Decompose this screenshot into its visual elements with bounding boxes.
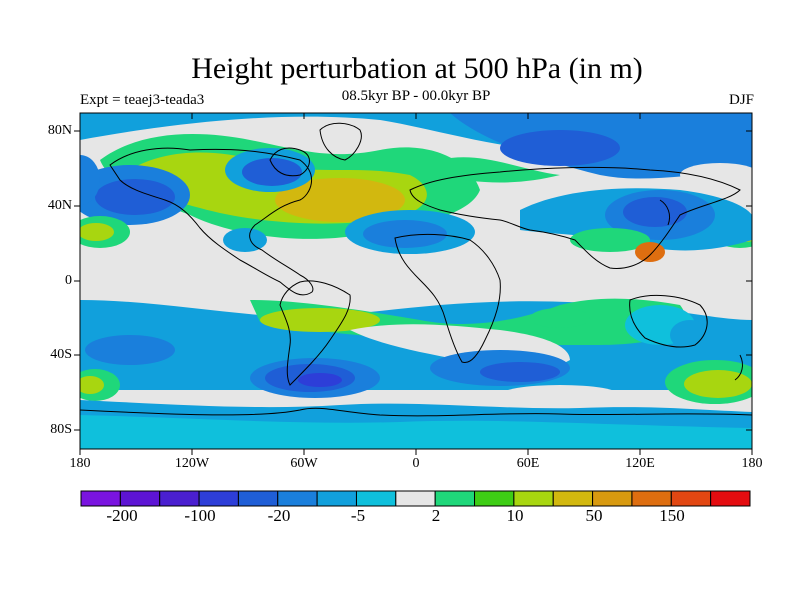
lon-label-60w: 60W <box>290 456 318 471</box>
colorbar-swatch <box>198 490 239 507</box>
colorbar-label: -20 <box>267 506 291 525</box>
colorbar-label: 150 <box>659 506 685 525</box>
colorbar-swatch <box>434 490 476 507</box>
colorbar-swatch <box>237 490 279 507</box>
season-label: DJF <box>728 92 754 108</box>
lon-label-0: 0 <box>412 456 420 471</box>
contour-field <box>80 113 752 449</box>
colorbar-label: -5 <box>350 506 366 525</box>
colorbar-label: 2 <box>431 506 441 525</box>
lat-label-80s: 80S <box>50 422 72 437</box>
colorbar-label: -200 <box>106 506 138 525</box>
colorbar-swatch <box>710 490 751 507</box>
experiment-label: Expt = teaej3-teada3 <box>80 92 205 108</box>
colorbar-label: -100 <box>184 506 216 525</box>
colorbar-swatch <box>159 490 200 507</box>
colorbar-swatch <box>80 490 121 507</box>
colorbar-label: 50 <box>585 506 603 525</box>
lon-label-180e: 180 <box>741 456 763 471</box>
lon-label-180w: 180 <box>69 456 91 471</box>
colorbar-swatch <box>395 490 436 507</box>
lat-label-80n: 80N <box>47 123 72 138</box>
lat-label-40n: 40N <box>47 198 72 213</box>
colorbar <box>80 490 751 507</box>
colorbar-swatch <box>277 490 318 507</box>
colorbar-swatch <box>119 490 161 507</box>
colorbar-swatch <box>355 490 397 507</box>
map-title: Height perturbation at 500 hPa (in m) <box>191 52 643 85</box>
lon-label-120w: 120W <box>174 456 210 471</box>
lat-label-40s: 40S <box>50 347 72 362</box>
lon-label-120e: 120E <box>625 456 655 471</box>
colorbar-swatch <box>316 490 357 507</box>
lat-label-0: 0 <box>65 273 72 288</box>
colorbar-swatch <box>670 490 712 507</box>
colorbar-swatch <box>592 490 633 507</box>
lon-label-60e: 60E <box>516 456 540 471</box>
colorbar-label: 10 <box>506 506 524 525</box>
colorbar-swatch <box>552 490 594 507</box>
coastlines <box>80 122 752 417</box>
period-label: 08.5kyr BP - 00.0kyr BP <box>341 88 491 104</box>
colorbar-swatch <box>513 490 554 507</box>
colorbar-swatch <box>474 490 515 507</box>
colorbar-swatch <box>631 490 672 507</box>
